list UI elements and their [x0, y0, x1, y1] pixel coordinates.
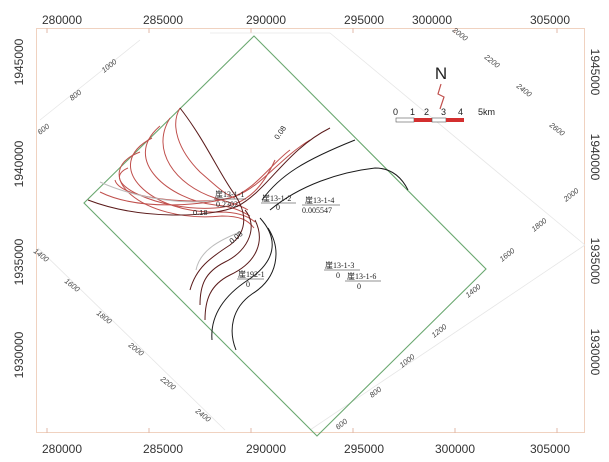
rotated-grid: [37, 32, 586, 431]
scale-tick: 2: [424, 107, 429, 117]
y-tick-left-0: 1945000: [12, 38, 26, 85]
x-tick-top-1: 285000: [143, 13, 183, 27]
scale-seg: [446, 118, 464, 122]
x-tick-bottom-3: 295000: [344, 442, 384, 456]
y-tick-right-0: 1945000: [588, 49, 602, 96]
scale-unit: 5km: [478, 107, 495, 117]
well-13-1-4: 崖13-1-4 0.005547: [302, 196, 340, 215]
x-tick-bottom-2: 290000: [246, 442, 286, 456]
scale-bar: 0 1 2 3 4 5km: [393, 107, 495, 123]
scale-seg: [431, 117, 447, 123]
contour-grey-1: [99, 181, 216, 203]
x-tick-bottom-5: 305000: [530, 442, 570, 456]
contour-black-3: [211, 217, 273, 341]
y-tick-left-3: 1930000: [12, 331, 26, 378]
x-tick-bottom-1: 285000: [143, 442, 183, 456]
well-value: 0.005547: [302, 206, 332, 215]
well-13-1-3: 崖13-1-3 0: [324, 261, 360, 280]
contour-dark-2: [179, 107, 245, 291]
north-letter: N: [435, 64, 447, 83]
contour-grey-2: [195, 231, 241, 271]
map-frame: [36, 28, 585, 433]
well-name: 崖13-1-6: [347, 272, 376, 281]
frame-ticks: [46, 28, 558, 433]
well-name: 崖13-1-3: [325, 261, 354, 270]
x-tick-top-3: 295000: [344, 13, 384, 27]
x-tick-bottom-0: 280000: [42, 442, 82, 456]
x-tick-bottom-4: 300000: [435, 442, 475, 456]
y-tick-right-2: 1935000: [588, 238, 602, 285]
contour-dark-4: [204, 219, 260, 321]
y-tick-left-2: 1935000: [12, 238, 26, 285]
well-192-1: 崖192-1 0: [237, 270, 265, 289]
well-13-1-6: 崖13-1-6 0: [345, 272, 381, 291]
scale-tick: 4: [458, 107, 463, 117]
scale-seg: [414, 118, 432, 122]
contour-red-6: [119, 159, 276, 209]
well-name: 崖192-1: [238, 270, 265, 279]
scale-seg: [395, 117, 415, 123]
well-name: 崖13-1-2: [262, 194, 291, 203]
contour-black-2: [269, 167, 409, 211]
contour-black-4: [231, 227, 277, 351]
well-value: 0: [336, 271, 340, 280]
well-value: 0: [276, 203, 280, 212]
well-value: 0: [246, 280, 250, 289]
contour-red-1: [175, 107, 236, 199]
contour-red-2: [162, 117, 249, 211]
north-arrow: N: [435, 64, 447, 110]
y-tick-right-3: 1930000: [588, 329, 602, 376]
contour-label-1: 0.18: [193, 208, 208, 217]
scale-tick: 3: [441, 107, 446, 117]
y-tick-left-1: 1940000: [12, 140, 26, 187]
north-arrow-icon: [437, 83, 445, 110]
well-13-1-1: 崖13-1-1 0.2302: [214, 190, 246, 209]
x-tick-top-2: 290000: [246, 13, 286, 27]
contour-dark-3: [199, 209, 252, 306]
well-name: 崖13-1-4: [305, 196, 334, 205]
survey-boundary: [83, 35, 487, 437]
x-tick-top-5: 305000: [530, 13, 570, 27]
x-tick-top-0: 280000: [42, 13, 82, 27]
x-tick-top-4: 300000: [412, 13, 452, 27]
well-13-1-2: 崖13-1-2 0: [261, 194, 296, 212]
scale-tick: 1: [410, 107, 415, 117]
well-value: 0: [357, 282, 361, 291]
y-tick-right-1: 1940000: [588, 134, 602, 181]
well-value: 0.2302: [216, 200, 238, 209]
contour-black-1: [261, 139, 356, 201]
contour-dark-1: [87, 127, 331, 216]
scale-tick: 0: [393, 107, 398, 117]
well-name: 崖13-1-1: [215, 190, 244, 199]
